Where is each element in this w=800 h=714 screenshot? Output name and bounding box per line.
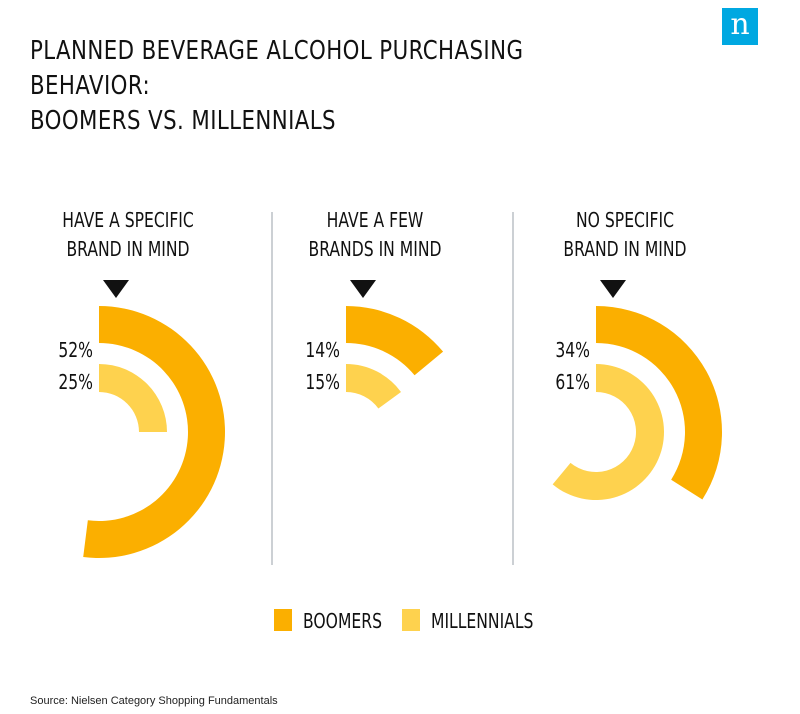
legend-boomers-swatch	[274, 609, 292, 631]
group-2-boomers-value: 14%	[305, 339, 340, 362]
group-1-millennials-value: 25%	[58, 371, 93, 394]
group-1-label-line-2: BRAND IN MIND	[66, 238, 189, 261]
group-2-pointer-icon	[350, 280, 376, 298]
group-2-millennials-arc	[346, 364, 402, 409]
legend-millennials-label: MILLENNIALS	[431, 610, 533, 633]
group-3-pointer-icon	[600, 280, 626, 298]
group-3-boomers-value: 34%	[555, 339, 590, 362]
nielsen-logo: n	[722, 8, 758, 45]
group-2-boomers-arc	[346, 306, 444, 376]
group-1-boomers-arc	[83, 306, 225, 558]
group-1-boomers-value: 52%	[58, 339, 93, 362]
group-3-millennials-arc	[552, 364, 664, 500]
group-1-label-line-1: HAVE A SPECIFIC	[62, 209, 194, 232]
group-3-millennials-value: 61%	[555, 371, 590, 394]
group-3-boomers-arc	[596, 306, 722, 500]
group-2-millennials-value: 15%	[305, 371, 340, 394]
source-note: Source: Nielsen Category Shopping Fundam…	[30, 695, 278, 707]
legend-millennials-swatch	[402, 609, 420, 631]
group-3-label-line-2: BRAND IN MIND	[563, 238, 686, 261]
group-2-label-line-2: BRANDS IN MIND	[309, 238, 442, 261]
legend-boomers-label: BOOMERS	[303, 610, 382, 633]
title-line-2: BOOMERS VS. MILLENNIALS	[30, 106, 337, 136]
group-3-label-line-1: NO SPECIFIC	[576, 209, 674, 232]
group-1-millennials-arc	[99, 364, 167, 432]
group-2-label-line-1: HAVE A FEW	[327, 209, 424, 232]
title-line-1: PLANNED BEVERAGE ALCOHOL PURCHASING BEHA…	[30, 36, 524, 101]
chart-title: PLANNED BEVERAGE ALCOHOL PURCHASING BEHA…	[30, 34, 588, 139]
group-1-pointer-icon	[103, 280, 129, 298]
